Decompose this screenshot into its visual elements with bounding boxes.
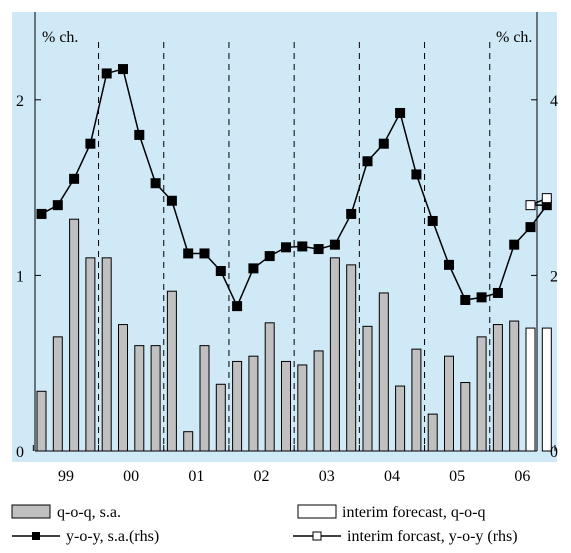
bar-6 [134, 345, 145, 452]
bar-11 [215, 383, 226, 452]
bar-22 [395, 385, 406, 452]
bar-17 [313, 350, 324, 452]
bar-14 [264, 322, 275, 452]
forecast-yoy-point-1 [541, 193, 552, 204]
yoy-point-28 [492, 287, 503, 298]
bar-8 [166, 290, 177, 452]
yoy-point-7 [150, 178, 161, 189]
yoy-point-19 [346, 208, 357, 219]
bars [36, 218, 552, 452]
yoy-point-1 [52, 200, 63, 211]
bar-19 [346, 264, 357, 452]
yoy-point-17 [313, 244, 324, 255]
yoy-point-9 [183, 248, 194, 259]
yoy-point-21 [378, 138, 389, 149]
yoy-point-20 [362, 156, 373, 167]
x-tick-label-99: 99 [58, 468, 74, 485]
yoy-point-26 [460, 294, 471, 305]
yoy-point-23 [411, 169, 422, 180]
bar-9 [183, 431, 194, 452]
yoy-point-22 [395, 107, 406, 118]
yoy-point-10 [199, 248, 210, 259]
bar-3 [85, 257, 96, 452]
yoy-point-4 [101, 68, 112, 79]
bar-7 [150, 345, 161, 452]
x-tick-label-03: 03 [319, 468, 335, 485]
yoy-point-25 [444, 259, 454, 270]
bar-15 [281, 360, 291, 452]
legend: q-o-q, s.a. interim forecast, q-o-q y-o-… [11, 504, 518, 545]
bar-18 [329, 257, 340, 452]
bar-25 [444, 355, 454, 452]
bar-1 [52, 336, 63, 452]
yoy-point-8 [166, 195, 177, 206]
bar-21 [378, 292, 389, 452]
yoy-point-11 [215, 266, 226, 277]
legend-swatch-interim-qoq [297, 504, 337, 519]
legend-label-yoy: y-o-y, s.a.(rhs) [66, 528, 159, 545]
bar-10 [199, 345, 210, 452]
yoy-point-5 [118, 64, 128, 75]
bar-20 [362, 325, 373, 452]
bar-24 [427, 413, 438, 452]
y-axis-label-left: % ch. [42, 29, 78, 46]
bar-16 [297, 364, 308, 452]
yoy-point-18 [329, 239, 340, 250]
yoy-line [41, 68, 548, 308]
x-tick-label-01: 01 [188, 468, 204, 485]
x-tick-label-02: 02 [254, 468, 270, 485]
legend-label-interim-yoy: interim forcast, y-o-y (rhs) [347, 528, 518, 545]
yoy-point-15 [281, 242, 291, 253]
yoy-point-14 [264, 251, 275, 262]
yoy-point-3 [85, 138, 96, 149]
yoy-point-6 [134, 129, 145, 140]
yoy-point-16 [297, 241, 308, 252]
legend-label-interim-qoq: interim forecast, q-o-q [342, 504, 486, 521]
x-tick-label-05: 05 [449, 468, 465, 485]
x-tick-label-00: 00 [123, 468, 139, 485]
bar-13 [248, 355, 259, 452]
forecast-bar-1 [541, 327, 552, 452]
bar-0 [36, 390, 47, 452]
legend-label-qoq: q-o-q, s.a. [57, 504, 121, 521]
yoy-point-29 [509, 239, 520, 250]
yoy-point-12 [232, 301, 243, 312]
legend-marker-interim-yoy [312, 531, 322, 541]
yoy-point-13 [248, 263, 259, 274]
bar-2 [69, 218, 80, 452]
bar-28 [492, 324, 503, 452]
forecast-yoy-point-0 [525, 200, 536, 211]
yoy-point-0 [36, 208, 47, 219]
y-tick-label-left-0: 0 [16, 444, 24, 461]
legend-marker-yoy [32, 532, 40, 540]
y-tick-label-right-0: 0 [550, 444, 558, 461]
bar-26 [460, 382, 471, 452]
bar-23 [411, 348, 422, 452]
x-tick-label-06: 06 [514, 468, 530, 485]
yoy-point-30 [525, 222, 536, 233]
yoy-point-24 [427, 215, 438, 226]
y-tick-label-left-1: 1 [16, 268, 24, 285]
y-tick-label-right-1: 2 [550, 268, 558, 285]
x-tick-label-04: 04 [384, 468, 400, 485]
bar-27 [476, 336, 487, 452]
yoy-point-27 [476, 292, 487, 303]
bar-29 [509, 320, 520, 452]
forecast-bar-0 [525, 327, 536, 452]
lines [36, 64, 552, 312]
bar-12 [232, 360, 243, 452]
bar-5 [118, 324, 128, 452]
y-tick-label-left-2: 2 [16, 93, 24, 110]
legend-swatch-qoq [11, 504, 51, 519]
y-tick-label-right-2: 4 [550, 93, 558, 110]
yoy-point-2 [69, 173, 80, 184]
y-axis-label-right: % ch. [496, 29, 532, 46]
bar-4 [101, 257, 112, 452]
